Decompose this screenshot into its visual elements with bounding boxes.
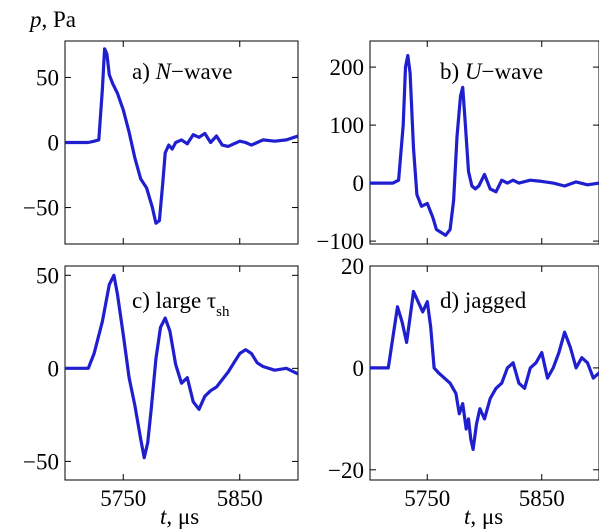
y-tick-label: −100 [317, 229, 364, 254]
y-axis-label-symbol: p [28, 7, 42, 32]
y-tick-label: 0 [353, 171, 365, 196]
panel-label-prefix: d) jagged [440, 288, 527, 313]
panel-b: −100 0 100 200 b) U−wave [317, 40, 599, 254]
y-axis-label: p, Pa [28, 7, 76, 32]
series-line [370, 53, 599, 237]
panel-label-main: N [155, 59, 173, 84]
panel-a: −50 0 50 a) N−wave [23, 40, 299, 245]
y-tick-label: −20 [328, 458, 364, 483]
panel-d: −20 0 20 5750 5850 d) jagged [328, 254, 599, 511]
x-tick-label: 5750 [404, 486, 450, 511]
y-tick-label: 0 [353, 356, 365, 381]
x-axis-label-left: t, μs [160, 504, 199, 529]
panel-label: d) jagged [440, 288, 527, 313]
y-tick-label: 100 [330, 113, 365, 138]
panel-label-prefix: c) large τ [132, 288, 216, 313]
y-axis-label-unit: , Pa [42, 7, 77, 32]
y-tick-label: 200 [330, 55, 365, 80]
panel-label: c) large τsh [132, 288, 230, 320]
panel-label: a) N−wave [132, 59, 232, 84]
panel-label-subscript: sh [216, 304, 230, 320]
panel-label-prefix: b) [440, 59, 465, 84]
series-line [65, 47, 298, 225]
x-axis-label-symbol: t [464, 504, 471, 529]
panel-label-main: U [465, 59, 483, 84]
y-tick-label: −50 [23, 196, 59, 221]
y-tick-label: 20 [341, 254, 364, 279]
panel-c: −50 0 50 5750 5850 c) large τsh [23, 263, 299, 511]
y-tick-label: 0 [48, 131, 60, 156]
x-tick-label: 5850 [519, 486, 565, 511]
x-axis-label-symbol: t [160, 504, 167, 529]
plot-frame [369, 40, 599, 245]
plot-frame [369, 265, 599, 481]
panel-label-suffix: −wave [171, 59, 233, 84]
x-tick-label: 5850 [217, 486, 263, 511]
x-axis-label-unit: , μs [470, 504, 503, 529]
series-line [370, 289, 599, 451]
panel-label: b) U−wave [440, 59, 543, 84]
y-tick-label: 50 [36, 65, 59, 90]
panel-label-prefix: a) [132, 59, 156, 84]
x-axis-label-unit: , μs [166, 504, 199, 529]
series-line [65, 273, 298, 460]
y-tick-label: −50 [23, 449, 59, 474]
y-tick-label: 0 [48, 356, 60, 381]
x-tick-label: 5750 [100, 486, 146, 511]
x-axis-label-right: t, μs [464, 504, 503, 529]
y-tick-label: 50 [36, 263, 59, 288]
panel-label-suffix: −wave [482, 59, 544, 84]
